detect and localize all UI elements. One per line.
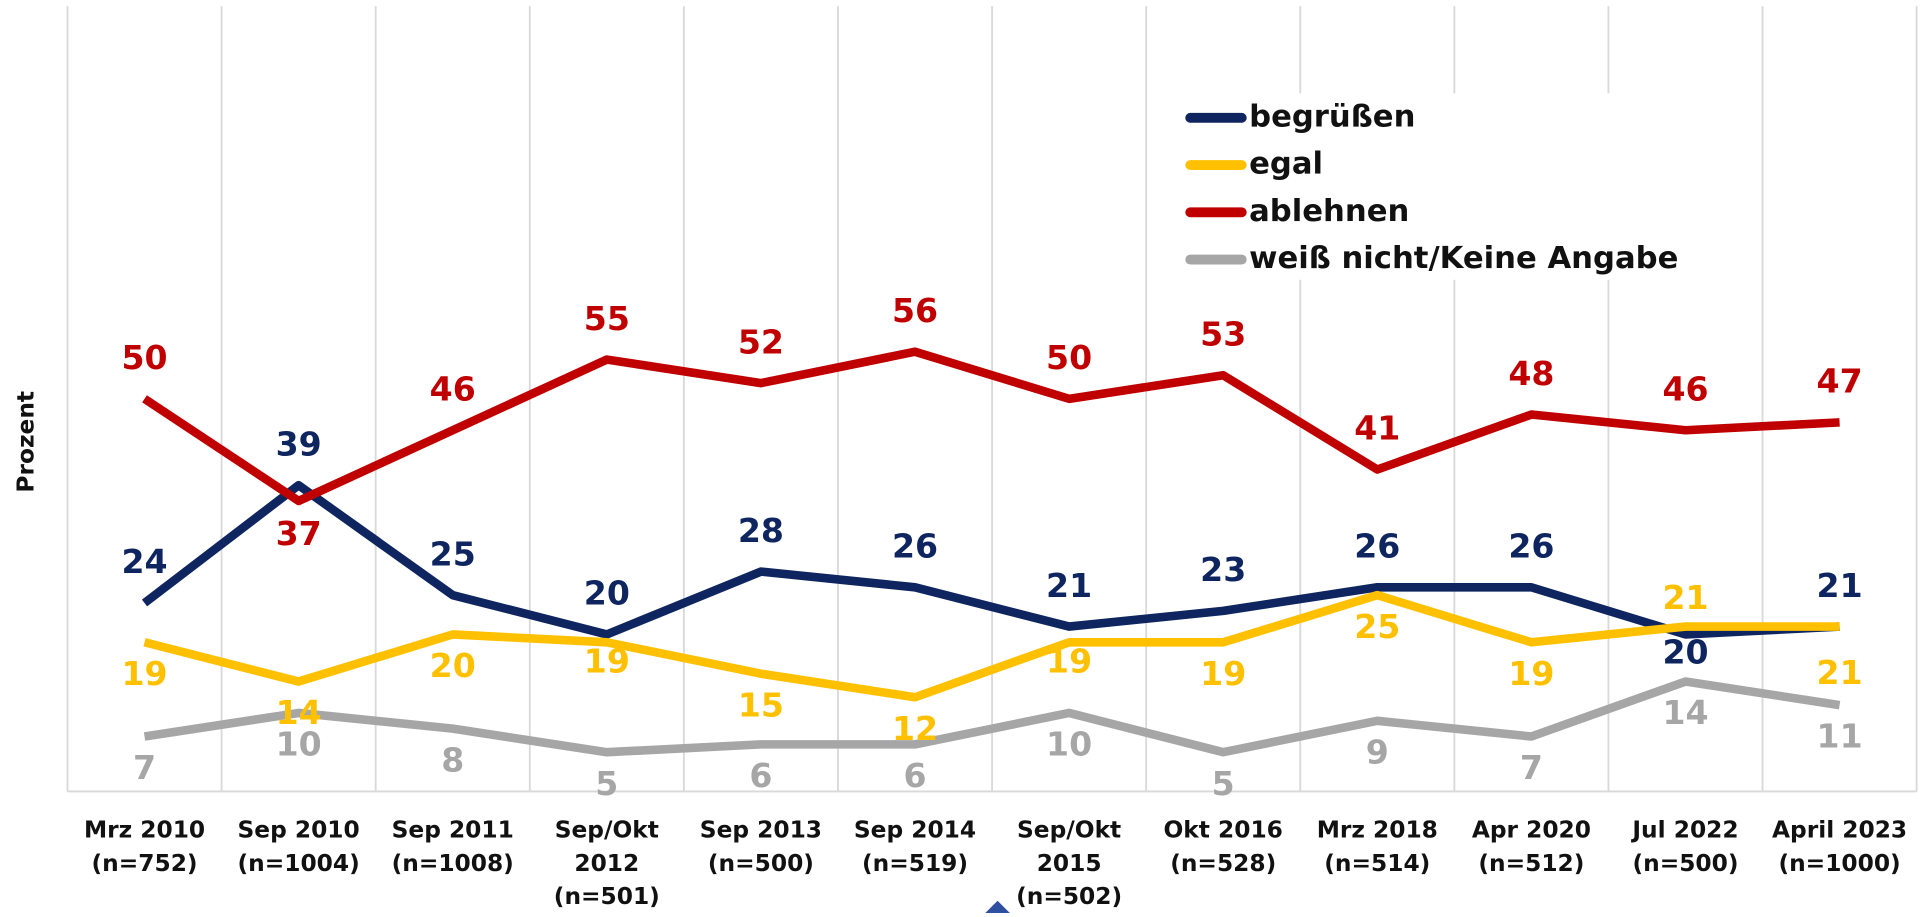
x-tick-label-line: Sep 2014 <box>854 816 976 843</box>
data-label: 23 <box>1200 550 1246 589</box>
x-tick-label-line: (n=752) <box>92 849 198 876</box>
x-tick-label-line: Mrz 2018 <box>1317 816 1438 843</box>
data-label: 25 <box>1354 607 1400 646</box>
data-label: 41 <box>1354 409 1400 448</box>
y-axis-label: Prozent <box>12 391 39 493</box>
x-tick-label: Sep/Okt 2012 (n=501) <box>554 816 660 909</box>
data-label: 52 <box>738 322 784 361</box>
data-label: 8 <box>441 740 464 779</box>
data-label: 14 <box>1662 693 1708 732</box>
x-tick-label-line: (n=519) <box>862 849 968 876</box>
data-label: 5 <box>595 764 618 803</box>
series-line <box>143 677 1841 757</box>
x-tick-label-line: Mrz 2010 <box>84 816 205 843</box>
x-tick-label-line: (n=500) <box>708 849 814 876</box>
data-label: 20 <box>584 574 630 613</box>
legend-label: weiß nicht/Keine Angabe <box>1249 241 1678 276</box>
legend-label: begrüßen <box>1249 99 1415 134</box>
data-label: 48 <box>1508 354 1554 393</box>
data-label: 5 <box>1212 764 1235 803</box>
x-tick-label: Sep 2011 (n=1008) <box>392 816 514 876</box>
x-tick-label-line: Sep/Okt <box>555 816 659 843</box>
data-label: 21 <box>1817 653 1863 692</box>
data-label: 10 <box>276 725 322 764</box>
x-tick-label-line: Sep 2013 <box>700 816 822 843</box>
data-label: 19 <box>1046 642 1092 681</box>
data-label: 11 <box>1817 717 1863 756</box>
x-tick-label: Okt 2016 (n=528) <box>1164 816 1283 876</box>
legend-background <box>1171 93 1712 280</box>
x-tick-label: Apr 2020 (n=512) <box>1472 816 1591 876</box>
x-tick-label-line: (n=1000) <box>1778 849 1900 876</box>
data-label: 50 <box>1046 338 1092 377</box>
data-label: 19 <box>121 654 167 693</box>
x-tick-label-line: (n=501) <box>554 883 660 910</box>
data-label: 14 <box>276 693 322 732</box>
x-tick-label-line: Apr 2020 <box>1472 816 1591 843</box>
x-tick-label-line: (n=512) <box>1478 849 1584 876</box>
data-label: 19 <box>1508 654 1554 693</box>
data-label: 46 <box>1662 369 1708 408</box>
legend-label: ablehnen <box>1249 194 1409 229</box>
x-tick-label-line: Sep 2010 <box>238 816 360 843</box>
x-tick-label: Mrz 2010 (n=752) <box>84 816 205 876</box>
data-label: 26 <box>892 527 938 566</box>
data-label: 37 <box>276 514 322 553</box>
data-label: 21 <box>1046 566 1092 605</box>
x-tick-label-line: (n=528) <box>1170 849 1276 876</box>
data-label: 10 <box>1046 725 1092 764</box>
x-tick-label: Sep/Okt 2015 (n=502) <box>1016 816 1122 909</box>
data-label: 19 <box>584 642 630 681</box>
data-label: 9 <box>1366 732 1389 771</box>
data-label: 24 <box>121 542 167 581</box>
x-tick-label-line: 2015 <box>1037 849 1102 876</box>
data-label: 15 <box>738 685 784 724</box>
data-label: 7 <box>133 748 156 787</box>
data-label: 53 <box>1200 315 1246 354</box>
data-label: 46 <box>430 369 476 408</box>
x-tick-label-line: (n=1004) <box>238 849 360 876</box>
data-label: 55 <box>584 299 630 338</box>
data-label: 20 <box>1662 633 1708 672</box>
series-line <box>142 347 1840 506</box>
series-line <box>143 590 1840 702</box>
data-label: 39 <box>276 424 322 463</box>
data-label: 56 <box>892 291 938 330</box>
decoration <box>985 900 1010 913</box>
data-label: 21 <box>1817 566 1863 605</box>
x-tick-label-line: Sep 2011 <box>392 816 514 843</box>
data-label: 7 <box>1520 748 1543 787</box>
data-label: 21 <box>1662 578 1708 617</box>
x-tick-label-line: (n=514) <box>1324 849 1430 876</box>
legend-label: egal <box>1249 147 1323 182</box>
x-tick-label-line: (n=500) <box>1632 849 1738 876</box>
x-tick-label: Sep 2013 (n=500) <box>700 816 822 876</box>
x-tick-label-line: Jul 2022 <box>1630 816 1738 843</box>
data-label: 25 <box>430 534 476 573</box>
x-tick-label-line: (n=502) <box>1016 883 1122 910</box>
data-label: 26 <box>1354 527 1400 566</box>
data-label: 12 <box>892 709 938 748</box>
x-tick-label-line: April 2023 <box>1772 816 1907 843</box>
x-tick-label: Mrz 2018 (n=514) <box>1317 816 1438 876</box>
x-tick-label: April 2023 (n=1000) <box>1772 816 1907 876</box>
data-label: 28 <box>738 511 784 550</box>
x-tick-label-line: Okt 2016 <box>1164 816 1283 843</box>
data-label: 20 <box>430 646 476 685</box>
x-tick-label: Jul 2022 (n=500) <box>1630 816 1738 876</box>
data-label: 19 <box>1200 654 1246 693</box>
data-label: 50 <box>121 338 167 377</box>
x-tick-label-line: 2012 <box>574 849 639 876</box>
x-tick-label: Sep 2010 (n=1004) <box>238 816 360 876</box>
x-tick-label-line: (n=1008) <box>392 849 514 876</box>
x-tick-label: Sep 2014 (n=519) <box>854 816 976 876</box>
data-label: 6 <box>749 756 772 795</box>
data-label: 6 <box>903 756 926 795</box>
x-tick-label-line: Sep/Okt <box>1017 816 1121 843</box>
data-label: 47 <box>1817 362 1863 401</box>
data-label: 26 <box>1508 527 1554 566</box>
series-line <box>141 480 1840 639</box>
